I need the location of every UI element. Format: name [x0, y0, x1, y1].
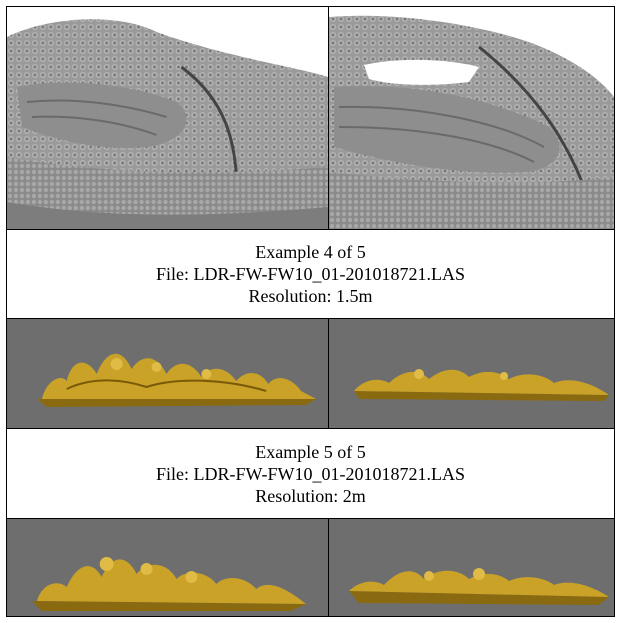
example-resolution: Resolution: 2m	[255, 485, 366, 506]
gold-render-left-1	[7, 319, 329, 428]
gold-render-right-1	[329, 319, 614, 428]
gold-render-left-2	[7, 519, 329, 616]
example-title: Example 5 of 5	[255, 441, 366, 462]
terrain-render-row	[7, 7, 614, 230]
example-title: Example 4 of 5	[255, 242, 366, 262]
example-file: File: LDR-FW-FW10_01-201018721.LAS	[156, 264, 465, 284]
example-file: File: LDR-FW-FW10_01-201018721.LAS	[156, 463, 465, 484]
example-4-caption: Example 4 of 5 File: LDR-FW-FW10_01-2010…	[7, 230, 614, 319]
gold-render-right-2	[329, 519, 614, 616]
terrain-render-right	[329, 7, 614, 229]
example-resolution: Resolution: 1.5m	[248, 286, 373, 306]
gold-render-row-1	[7, 319, 614, 429]
gold-render-row-2	[7, 519, 614, 616]
examples-table: Example 4 of 5 File: LDR-FW-FW10_01-2010…	[6, 6, 615, 617]
terrain-render-left	[7, 7, 329, 229]
example-5-caption: Example 5 of 5 File: LDR-FW-FW10_01-2010…	[7, 429, 614, 519]
